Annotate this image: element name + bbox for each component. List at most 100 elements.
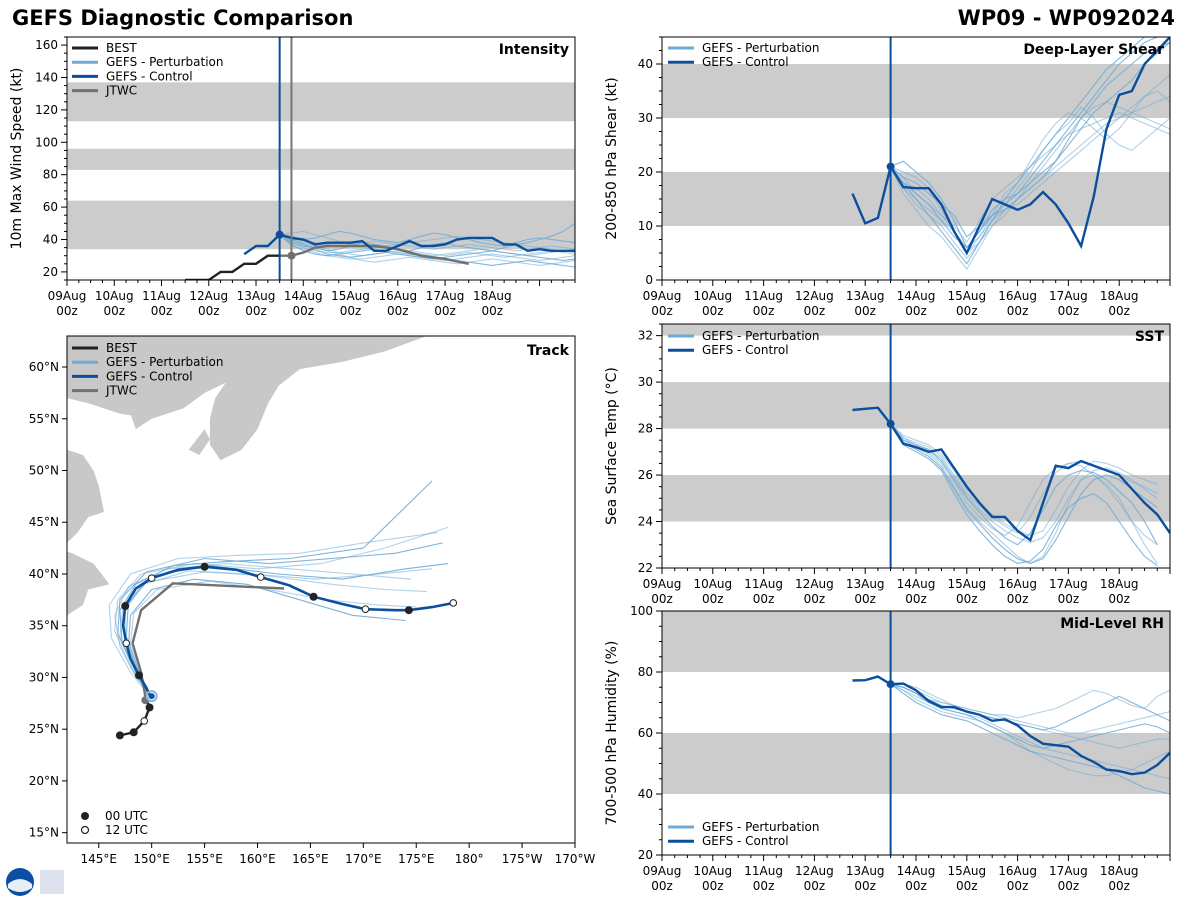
y-tick-label: 10 xyxy=(638,219,653,233)
x-tick-label: 00z xyxy=(482,304,504,318)
legend-label-perturbation: GEFS - Perturbation xyxy=(702,329,819,343)
y-tick-label: 60 xyxy=(43,200,58,214)
perturbation-series-1 xyxy=(279,234,575,257)
perturbation-series-5 xyxy=(890,683,1170,734)
x-tick-label: 00z xyxy=(956,304,978,318)
island-landmass xyxy=(188,429,210,455)
y-tick-label: 140 xyxy=(35,71,58,85)
legend-label-control: GEFS - Control xyxy=(106,369,193,383)
perturbation-series-0 xyxy=(890,423,1158,546)
x-tick-label: 14Aug xyxy=(897,864,936,878)
analysis-marker xyxy=(886,680,895,689)
panel-track: 145°E 150°E 155°E 160°E 165°E 170°E 175°E 180° 1… xyxy=(29,335,596,866)
y-axis-label: 10m Max Wind Speed (kt) xyxy=(9,68,25,250)
x-tick-label: 00z xyxy=(651,879,673,893)
analysis-marker xyxy=(886,162,895,171)
lat-tick-label: 50°N xyxy=(29,464,59,478)
x-tick-label: 14Aug xyxy=(897,577,936,591)
jtwc-series xyxy=(279,244,469,265)
x-tick-label: 16Aug xyxy=(998,289,1037,303)
x-tick-label: 00z xyxy=(753,304,775,318)
y-tick-label: 20 xyxy=(638,165,653,179)
x-tick-label: 00z xyxy=(434,304,456,318)
legend-label-jtwc: JTWC xyxy=(105,384,137,398)
y-tick-label: 32 xyxy=(638,329,653,343)
control-series xyxy=(243,233,575,256)
control-point-12z xyxy=(449,599,458,607)
perturbation-series-6 xyxy=(890,423,1158,564)
x-tick-label: 15Aug xyxy=(947,864,986,878)
perturbation-series-3 xyxy=(890,683,1170,749)
lat-tick-label: 35°N xyxy=(29,619,59,633)
x-tick-label: 10Aug xyxy=(95,289,134,303)
x-tick-label: 10Aug xyxy=(693,864,732,878)
x-tick-label: 09Aug xyxy=(643,864,682,878)
perturbation-track-7 xyxy=(129,580,417,698)
lon-tick-label: 155°E xyxy=(186,852,223,866)
control-point-00z xyxy=(404,606,413,615)
perturbation-series-9 xyxy=(279,234,575,262)
y-tick-label: 0 xyxy=(645,273,653,287)
x-tick-label: 00z xyxy=(854,304,876,318)
jtwc-track xyxy=(131,582,285,697)
x-tick-label: 13Aug xyxy=(846,289,885,303)
jtwc-marker xyxy=(287,251,296,260)
lat-tick-label: 55°N xyxy=(29,412,59,426)
y-tick-label: 40 xyxy=(43,233,58,247)
x-tick-label: 00z xyxy=(1058,592,1080,606)
perturbation-series-9 xyxy=(890,37,1170,265)
x-tick-label: 00z xyxy=(651,304,673,318)
control-point-12z xyxy=(256,573,265,581)
x-tick-label: 12Aug xyxy=(795,289,834,303)
perturbation-series-4 xyxy=(279,234,575,266)
legend-label-12z: 12 UTC xyxy=(105,823,148,837)
x-tick-label: 00z xyxy=(151,304,173,318)
legend-label-control: GEFS - Control xyxy=(702,343,789,357)
lat-tick-label: 60°N xyxy=(29,360,59,374)
x-tick-label: 00z xyxy=(753,879,775,893)
y-tick-label: 60 xyxy=(638,726,653,740)
x-tick-label: 00z xyxy=(956,592,978,606)
y-tick-label: 22 xyxy=(638,561,653,575)
band-0 xyxy=(662,733,1170,794)
lat-tick-label: 45°N xyxy=(29,515,59,529)
x-tick-label: 17Aug xyxy=(426,289,465,303)
plot-area xyxy=(662,324,1170,567)
perturbation-series-6 xyxy=(890,37,1170,249)
x-tick-label: 00z xyxy=(1108,592,1130,606)
legend-label-perturbation: GEFS - Perturbation xyxy=(702,820,819,834)
x-tick-label: 15Aug xyxy=(947,577,986,591)
x-tick-label: 00z xyxy=(854,592,876,606)
x-tick-label: 14Aug xyxy=(284,289,323,303)
perturbation-series-7 xyxy=(890,683,1170,749)
x-tick-label: 10Aug xyxy=(693,577,732,591)
x-tick-label: 00z xyxy=(103,304,125,318)
cira-logo xyxy=(6,868,64,896)
x-tick-label: 00z xyxy=(956,879,978,893)
y-tick-label: 100 xyxy=(35,135,58,149)
x-tick-label: 16Aug xyxy=(998,864,1037,878)
y-tick-label: 20 xyxy=(43,265,58,279)
landmass-1 xyxy=(67,449,104,543)
x-tick-label: 17Aug xyxy=(1049,289,1088,303)
x-tick-label: 12Aug xyxy=(189,289,228,303)
perturbation-series-7 xyxy=(890,423,1158,543)
perturbation-series-1 xyxy=(890,74,1170,254)
perturbation-series-0 xyxy=(890,41,1170,249)
perturbation-series-6 xyxy=(890,683,1170,795)
x-tick-label: 00z xyxy=(56,304,78,318)
x-tick-label: 18Aug xyxy=(1100,289,1139,303)
perturbation-series-1 xyxy=(890,423,1158,565)
y-tick-label: 26 xyxy=(638,468,653,482)
y-axis-label: 200-850 hPa Shear (kt) xyxy=(604,77,620,239)
x-tick-label: 16Aug xyxy=(998,577,1037,591)
perturbation-track-6 xyxy=(117,542,443,698)
lat-tick-label: 20°N xyxy=(29,774,59,788)
perturbation-track-3 xyxy=(127,578,406,698)
band-1 xyxy=(662,64,1170,118)
x-tick-label: 00z xyxy=(753,592,775,606)
x-tick-label: 00z xyxy=(198,304,220,318)
x-tick-label: 00z xyxy=(804,592,826,606)
y-tick-label: 120 xyxy=(35,103,58,117)
control-series xyxy=(852,675,1170,776)
